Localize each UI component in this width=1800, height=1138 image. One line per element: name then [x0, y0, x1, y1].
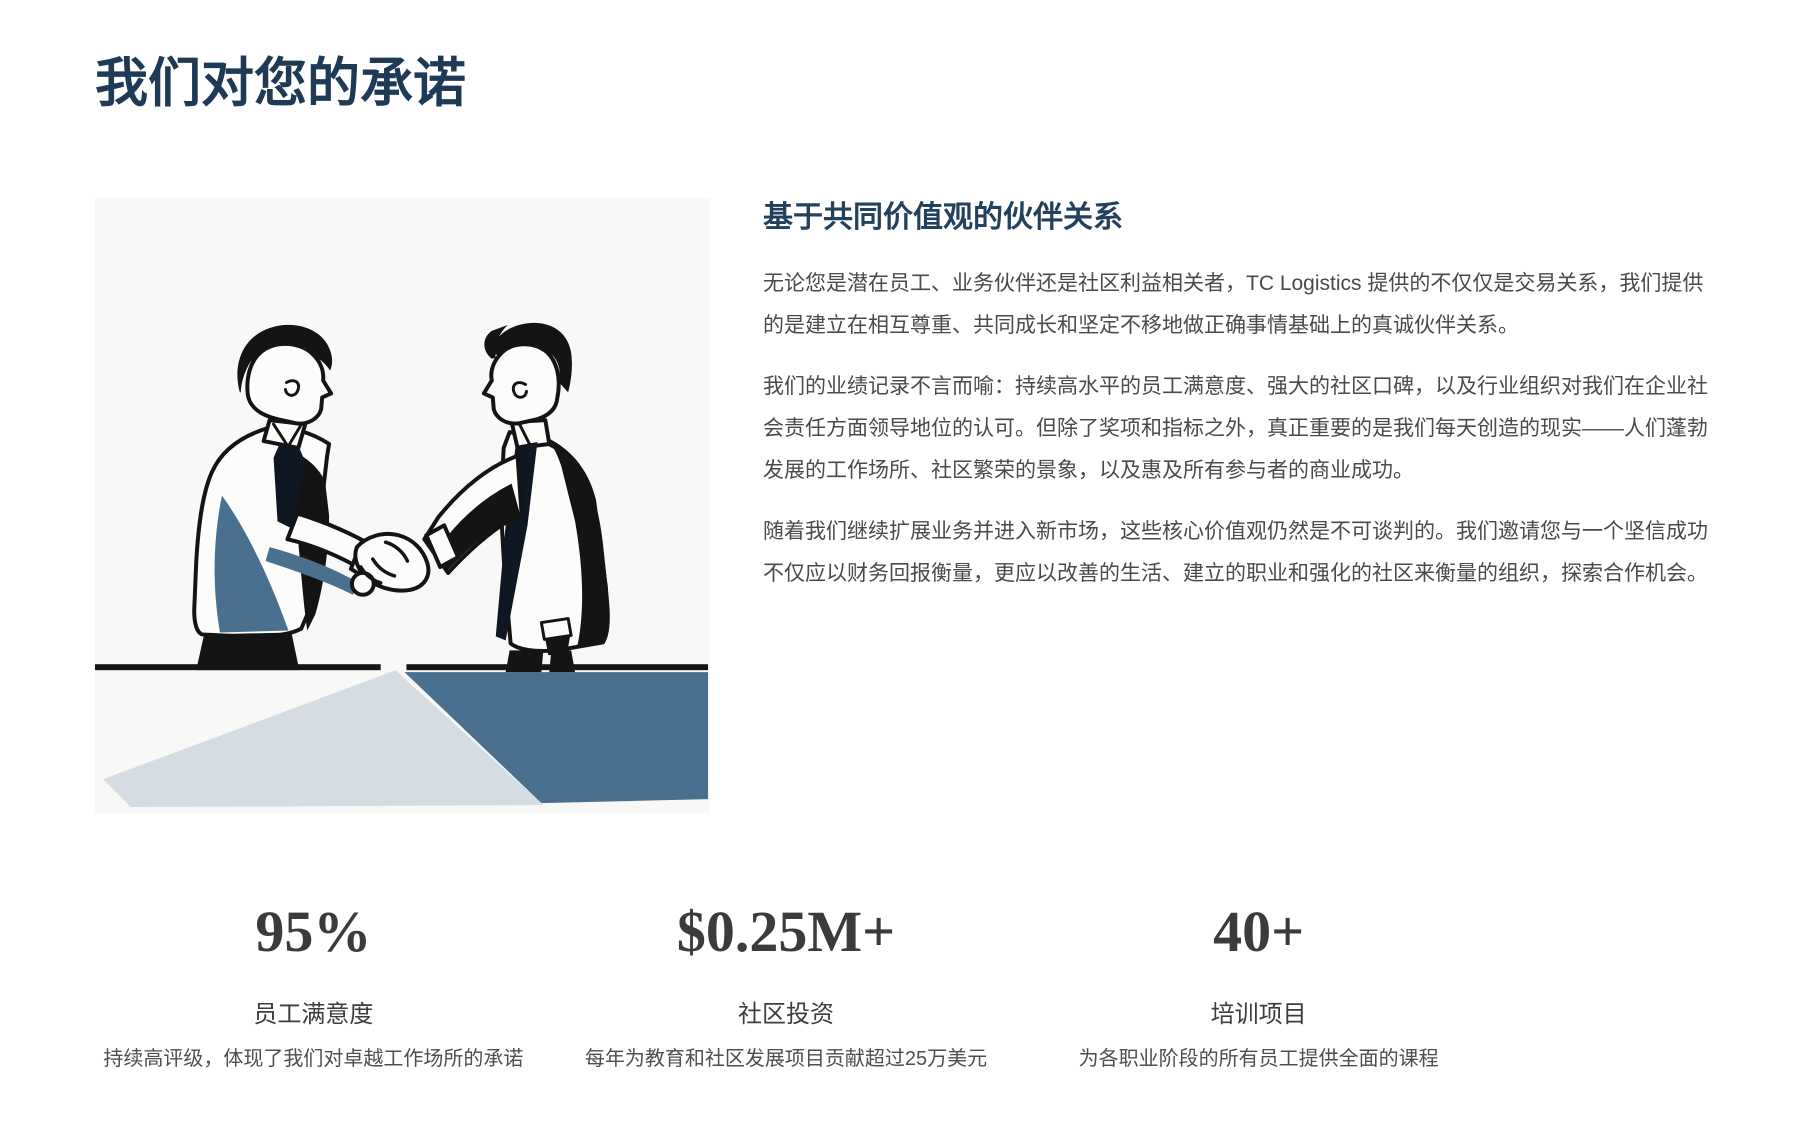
stat-value: 95%	[255, 898, 372, 964]
partnership-heading: 基于共同价值观的伙伴关系	[763, 200, 1123, 234]
stat-training-programs: 40+ 培训项目 为各职业阶段的所有员工提供全面的课程	[1040, 899, 1477, 1073]
stat-label: 员工满意度	[253, 1001, 374, 1029]
handshake-illustration	[95, 197, 710, 813]
stat-value: $0.25M+	[676, 898, 896, 964]
commitment-section: 我们对您的承诺	[95, 54, 1713, 1073]
stat-label: 社区投资	[737, 1001, 834, 1029]
content-columns: 基于共同价值观的伙伴关系 无论您是潜在员工、业务伙伴还是社区利益相关者，TC L…	[95, 197, 1713, 813]
stats-row: 95% 员工满意度 持续高评级，体现了我们对卓越工作场所的承诺 $0.25M+ …	[95, 899, 1477, 1073]
partnership-paragraph-3: 随着我们继续扩展业务并进入新市场，这些核心价值观仍然是不可谈判的。我们邀请您与一…	[763, 519, 1708, 585]
stat-description: 为各职业阶段的所有员工提供全面的课程	[1078, 1048, 1439, 1071]
handshake-illustration-svg	[95, 197, 710, 813]
page-title: 我们对您的承诺	[95, 54, 466, 113]
stat-label: 培训项目	[1210, 1001, 1307, 1029]
stat-description: 持续高评级，体现了我们对卓越工作场所的承诺	[103, 1048, 524, 1071]
partnership-paragraph-2: 我们的业绩记录不言而喻：持续高水平的员工满意度、强大的社区口碑，以及行业组织对我…	[763, 374, 1708, 482]
partnership-paragraph-1: 无论您是潜在员工、业务伙伴还是社区利益相关者，TC Logistics 提供的不…	[763, 271, 1704, 337]
stat-description: 每年为教育和社区发展项目贡献超过25万美元	[584, 1048, 988, 1071]
stat-value: 40+	[1213, 898, 1305, 964]
stat-employee-satisfaction: 95% 员工满意度 持续高评级，体现了我们对卓越工作场所的承诺	[95, 899, 532, 1073]
stat-community-investment: $0.25M+ 社区投资 每年为教育和社区发展项目贡献超过25万美元	[568, 899, 1005, 1073]
partnership-text: 基于共同价值观的伙伴关系 无论您是潜在员工、业务伙伴还是社区利益相关者，TC L…	[763, 198, 1713, 614]
